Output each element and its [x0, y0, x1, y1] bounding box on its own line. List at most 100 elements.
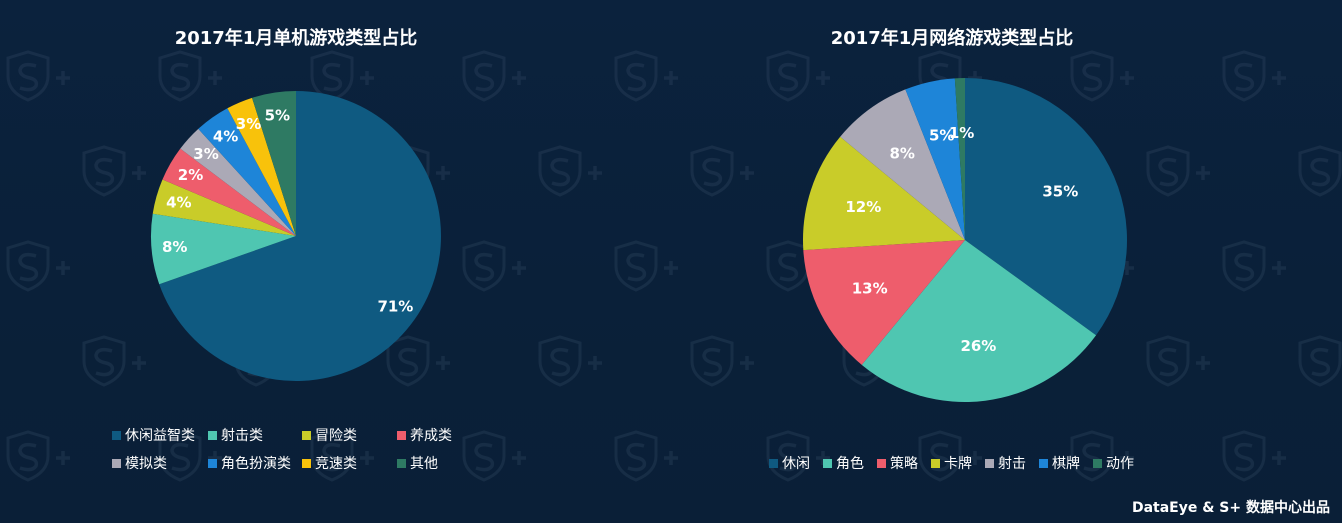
pie-slice[interactable] — [954, 78, 965, 240]
slice-value-label: 4% — [213, 128, 238, 146]
legend-item[interactable]: 模拟类 — [112, 456, 167, 472]
chart-title: 2017年1月网络游戏类型占比 — [831, 27, 1074, 49]
pie-slice[interactable] — [861, 240, 1097, 402]
legend-item[interactable]: 卡牌 — [931, 455, 972, 472]
legend-swatch — [1039, 459, 1048, 468]
legend-item[interactable]: 射击 — [985, 456, 1026, 472]
legend-label: 角色扮演类 — [221, 455, 291, 472]
legend-item[interactable]: 角色 — [823, 455, 864, 472]
slice-value-label: 3% — [236, 115, 261, 133]
slice-value-label: 3% — [193, 145, 218, 163]
legend-label: 射击 — [998, 456, 1026, 472]
legend-swatch — [302, 459, 311, 468]
legend-item[interactable]: 休闲益智类 — [112, 428, 195, 444]
slice-value-label: 4% — [166, 194, 191, 212]
pie-slice[interactable] — [252, 91, 296, 236]
pie-slice[interactable] — [803, 136, 965, 251]
legend-item[interactable]: 其他 — [397, 456, 438, 472]
legend-swatch — [397, 431, 406, 440]
legend-label: 模拟类 — [125, 456, 167, 472]
shield-watermark-icon — [310, 430, 374, 482]
pie-slice[interactable] — [227, 97, 296, 236]
pie-slice[interactable] — [151, 213, 296, 285]
shield-watermark-icon — [918, 430, 982, 482]
shield-watermark-icon — [6, 240, 70, 292]
legend-item[interactable]: 冒险类 — [302, 428, 357, 444]
slice-value-label: 35% — [1042, 183, 1078, 201]
legend-swatch — [1093, 459, 1102, 468]
shield-watermark-icon — [1298, 335, 1342, 387]
shield-watermark-icon — [158, 50, 222, 102]
legend-item[interactable]: 休闲 — [769, 456, 810, 472]
pie-slice[interactable] — [152, 179, 296, 236]
pie-slice[interactable] — [965, 78, 1127, 336]
legend-swatch — [397, 459, 406, 468]
legend-swatch — [208, 431, 217, 440]
pie-slice[interactable] — [840, 89, 965, 240]
legend-label: 冒险类 — [315, 428, 357, 444]
legend-label: 休闲 — [782, 456, 810, 472]
legend-item[interactable]: 角色扮演类 — [208, 455, 291, 472]
slice-value-label: 71% — [377, 297, 413, 315]
slice-value-label: 5% — [929, 127, 954, 145]
legend-label: 棋牌 — [1052, 455, 1080, 472]
legend-item[interactable]: 射击类 — [208, 428, 263, 444]
shield-watermark-icon — [1070, 50, 1134, 102]
legend-label: 卡牌 — [944, 455, 972, 472]
legend-swatch — [823, 459, 832, 468]
source-credit: DataEye & S+ 数据中心出品 — [1131, 500, 1330, 516]
legend-item[interactable]: 动作 — [1093, 456, 1134, 472]
legend-item[interactable]: 竞速类 — [302, 455, 357, 472]
legend-swatch — [208, 459, 217, 468]
pie-slice[interactable] — [905, 78, 965, 240]
legend-label: 其他 — [410, 456, 438, 472]
slice-value-label: 5% — [265, 107, 290, 125]
slice-value-label: 8% — [889, 145, 914, 163]
shield-watermark-icon — [538, 145, 602, 197]
shield-watermark-icon — [6, 430, 70, 482]
legend-swatch — [769, 459, 778, 468]
legend-label: 养成类 — [410, 428, 452, 444]
pie-slice[interactable] — [198, 108, 296, 236]
shield-watermark-icon — [82, 145, 146, 197]
shield-watermark-icon — [462, 50, 526, 102]
shield-watermark-icon — [614, 240, 678, 292]
legend-label: 竞速类 — [315, 455, 357, 472]
shield-watermark-icon — [1222, 240, 1286, 292]
shield-watermark-icon — [462, 430, 526, 482]
legend-label: 休闲益智类 — [125, 428, 195, 444]
pie-slice[interactable] — [159, 91, 441, 381]
slice-value-label: 1% — [949, 124, 974, 142]
shield-watermark-icon — [1146, 335, 1210, 387]
shield-watermark-icon — [766, 50, 830, 102]
pie-slice[interactable] — [162, 148, 296, 236]
shield-watermark-icon — [1146, 145, 1210, 197]
slice-value-label: 13% — [852, 280, 888, 298]
shield-watermark-icon — [1222, 430, 1286, 482]
shield-watermark-icon — [1222, 50, 1286, 102]
shield-watermark-icon — [614, 50, 678, 102]
pie-slice[interactable] — [180, 128, 296, 236]
slice-value-label: 2% — [178, 166, 203, 184]
legend-item[interactable]: 策略 — [877, 455, 918, 472]
chart-title: 2017年1月单机游戏类型占比 — [175, 27, 418, 49]
legend-item[interactable]: 养成类 — [397, 428, 452, 444]
legend-swatch — [112, 459, 121, 468]
legend-label: 角色 — [836, 455, 864, 472]
legend-swatch — [985, 459, 994, 468]
pie-slice[interactable] — [803, 240, 965, 365]
legend-label: 动作 — [1106, 456, 1134, 472]
shield-watermark-icon — [82, 335, 146, 387]
slice-value-label: 12% — [845, 198, 881, 216]
slice-value-label: 8% — [162, 238, 187, 256]
shield-watermark-icon — [538, 335, 602, 387]
shield-watermark-icon — [462, 240, 526, 292]
shield-watermark-icon — [6, 50, 70, 102]
legend-swatch — [112, 431, 121, 440]
online-game-genre-pie-chart: 2017年1月网络游戏类型占比 35% 26% 13% 12% 8% 5%1% 休闲 角色 策略 卡… — [769, 27, 1134, 472]
legend-swatch — [302, 431, 311, 440]
shield-watermark-icon — [1070, 430, 1134, 482]
shield-watermark-icon — [1298, 145, 1342, 197]
legend-item[interactable]: 棋牌 — [1039, 455, 1080, 472]
